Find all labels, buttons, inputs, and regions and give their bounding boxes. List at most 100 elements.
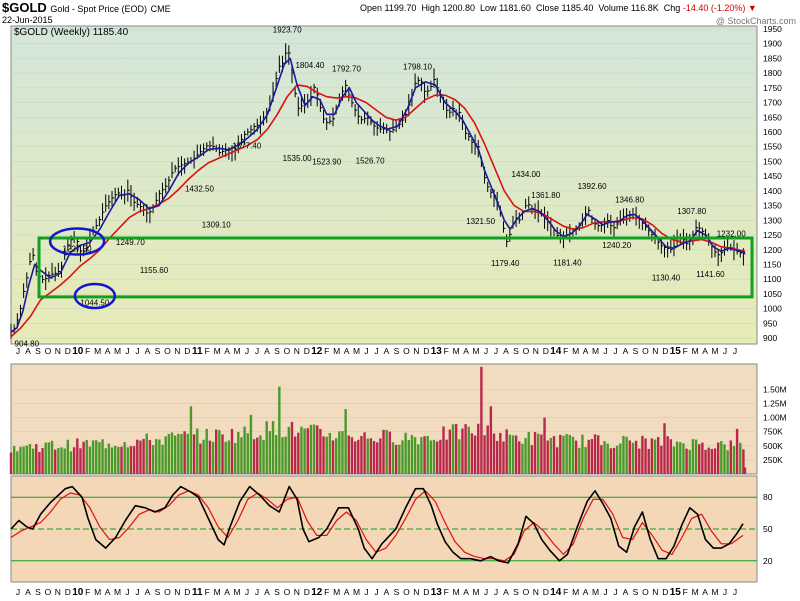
price-tick-label: 1000 [763, 304, 782, 314]
x-tick-label: J [723, 346, 727, 356]
volume-bar [609, 448, 613, 474]
x-tick-label: M [94, 346, 101, 356]
volume-bar [473, 435, 477, 474]
volume-bar [218, 430, 221, 474]
price-annotation: 1523.90 [312, 157, 341, 166]
x-tick-label: M [572, 346, 579, 356]
volume-bar [562, 435, 565, 474]
x-tick-label: N [55, 587, 61, 597]
volume-bar [12, 445, 16, 474]
price-tick-label: 1200 [763, 245, 782, 255]
price-annotation: 1526.70 [356, 157, 385, 166]
volume-bar [252, 439, 256, 474]
price-panel-bg [10, 25, 758, 345]
volume-bar [653, 439, 657, 474]
volume-bar [716, 442, 720, 474]
x-tick-label: A [503, 346, 509, 356]
volume-bar [537, 433, 540, 474]
x-tick-label: N [652, 587, 658, 597]
volume-bar [85, 439, 88, 474]
x-tick-label: F [324, 587, 329, 597]
volume-bar [656, 437, 660, 474]
volume-bar [16, 451, 19, 474]
price-gridlines [11, 28, 757, 339]
volume-bar [619, 443, 622, 474]
x-tick-label: J [494, 587, 498, 597]
volume-bar [347, 435, 350, 474]
x-tick-label: N [413, 587, 419, 597]
volume-bar [82, 441, 85, 474]
x-tick-label: J [374, 587, 378, 597]
volume-bar [429, 440, 433, 474]
volume-bar [644, 438, 647, 474]
volume-bar [590, 439, 594, 474]
x-tick-label: A [702, 587, 708, 597]
x-tick-label: J [484, 346, 488, 356]
price-annotation: 1432.50 [185, 184, 214, 193]
volume-bar [164, 436, 167, 474]
x-tick-label: 10 [72, 587, 84, 598]
volume-bar [682, 443, 685, 474]
volume-bar [132, 446, 136, 474]
volume-bar [57, 447, 60, 474]
volume-bar [710, 448, 714, 474]
price-tick-label: 1900 [763, 39, 782, 49]
volume-bar [167, 434, 171, 474]
volume-bar [555, 447, 559, 474]
oscillator-y-axis: 80 50 20 [763, 492, 773, 566]
volume-bar [72, 447, 76, 474]
x-tick-label: D [304, 587, 310, 597]
x-tick-label: O [523, 587, 530, 597]
volume-bar [492, 433, 496, 474]
volume-bar [170, 432, 174, 474]
volume-bar [369, 438, 373, 474]
volume-bar [483, 435, 486, 474]
x-tick-label: J [135, 587, 139, 597]
volume-bar [243, 426, 246, 474]
volume-bar [91, 440, 95, 474]
x-tick-label: A [623, 587, 629, 597]
x-tick-label: J [364, 346, 368, 356]
volume-bar [464, 424, 467, 474]
price-tick-label: 1400 [763, 186, 782, 196]
volume-bar [514, 435, 518, 474]
price-annotation: 1240.20 [602, 241, 631, 250]
volume-bar [470, 433, 474, 474]
x-tick-label: M [712, 346, 719, 356]
volume-bar [540, 434, 543, 474]
highlight-circle [73, 282, 117, 310]
volume-bar [95, 440, 98, 474]
x-tick-label: O [523, 346, 530, 356]
volume-bar [679, 442, 682, 474]
price-annotation: 1361.80 [531, 191, 560, 200]
volume-bar [249, 414, 253, 474]
x-tick-label: A [384, 587, 390, 597]
x-tick-label: M [114, 587, 121, 597]
volume-bar [50, 440, 54, 474]
volume-bar [426, 435, 429, 474]
volume-bar [518, 441, 521, 474]
volume-bar [587, 439, 590, 474]
x-tick-label: S [155, 346, 161, 356]
x-tick-label: 12 [311, 346, 323, 357]
x-tick-label: J [613, 346, 617, 356]
volume-bar [477, 423, 480, 474]
volume-bar [628, 440, 631, 474]
volume-bar [543, 417, 546, 474]
volume-bar [139, 440, 142, 474]
volume-value: 116.8K [630, 3, 659, 13]
volume-bar [672, 446, 676, 474]
x-tick-label: F [563, 346, 568, 356]
volume-bar [262, 439, 265, 474]
volume-bar [707, 447, 710, 474]
price-annotation: 1321.50 [466, 217, 495, 226]
exchange: CME [150, 4, 171, 14]
x-tick-label: J [484, 587, 488, 597]
x-tick-label: J [613, 587, 617, 597]
volume-bar [398, 444, 401, 474]
x-tick-label: A [105, 587, 111, 597]
x-tick-label: 15 [670, 587, 682, 598]
price-tick-label: 1650 [763, 112, 782, 122]
x-tick-label: J [125, 346, 129, 356]
